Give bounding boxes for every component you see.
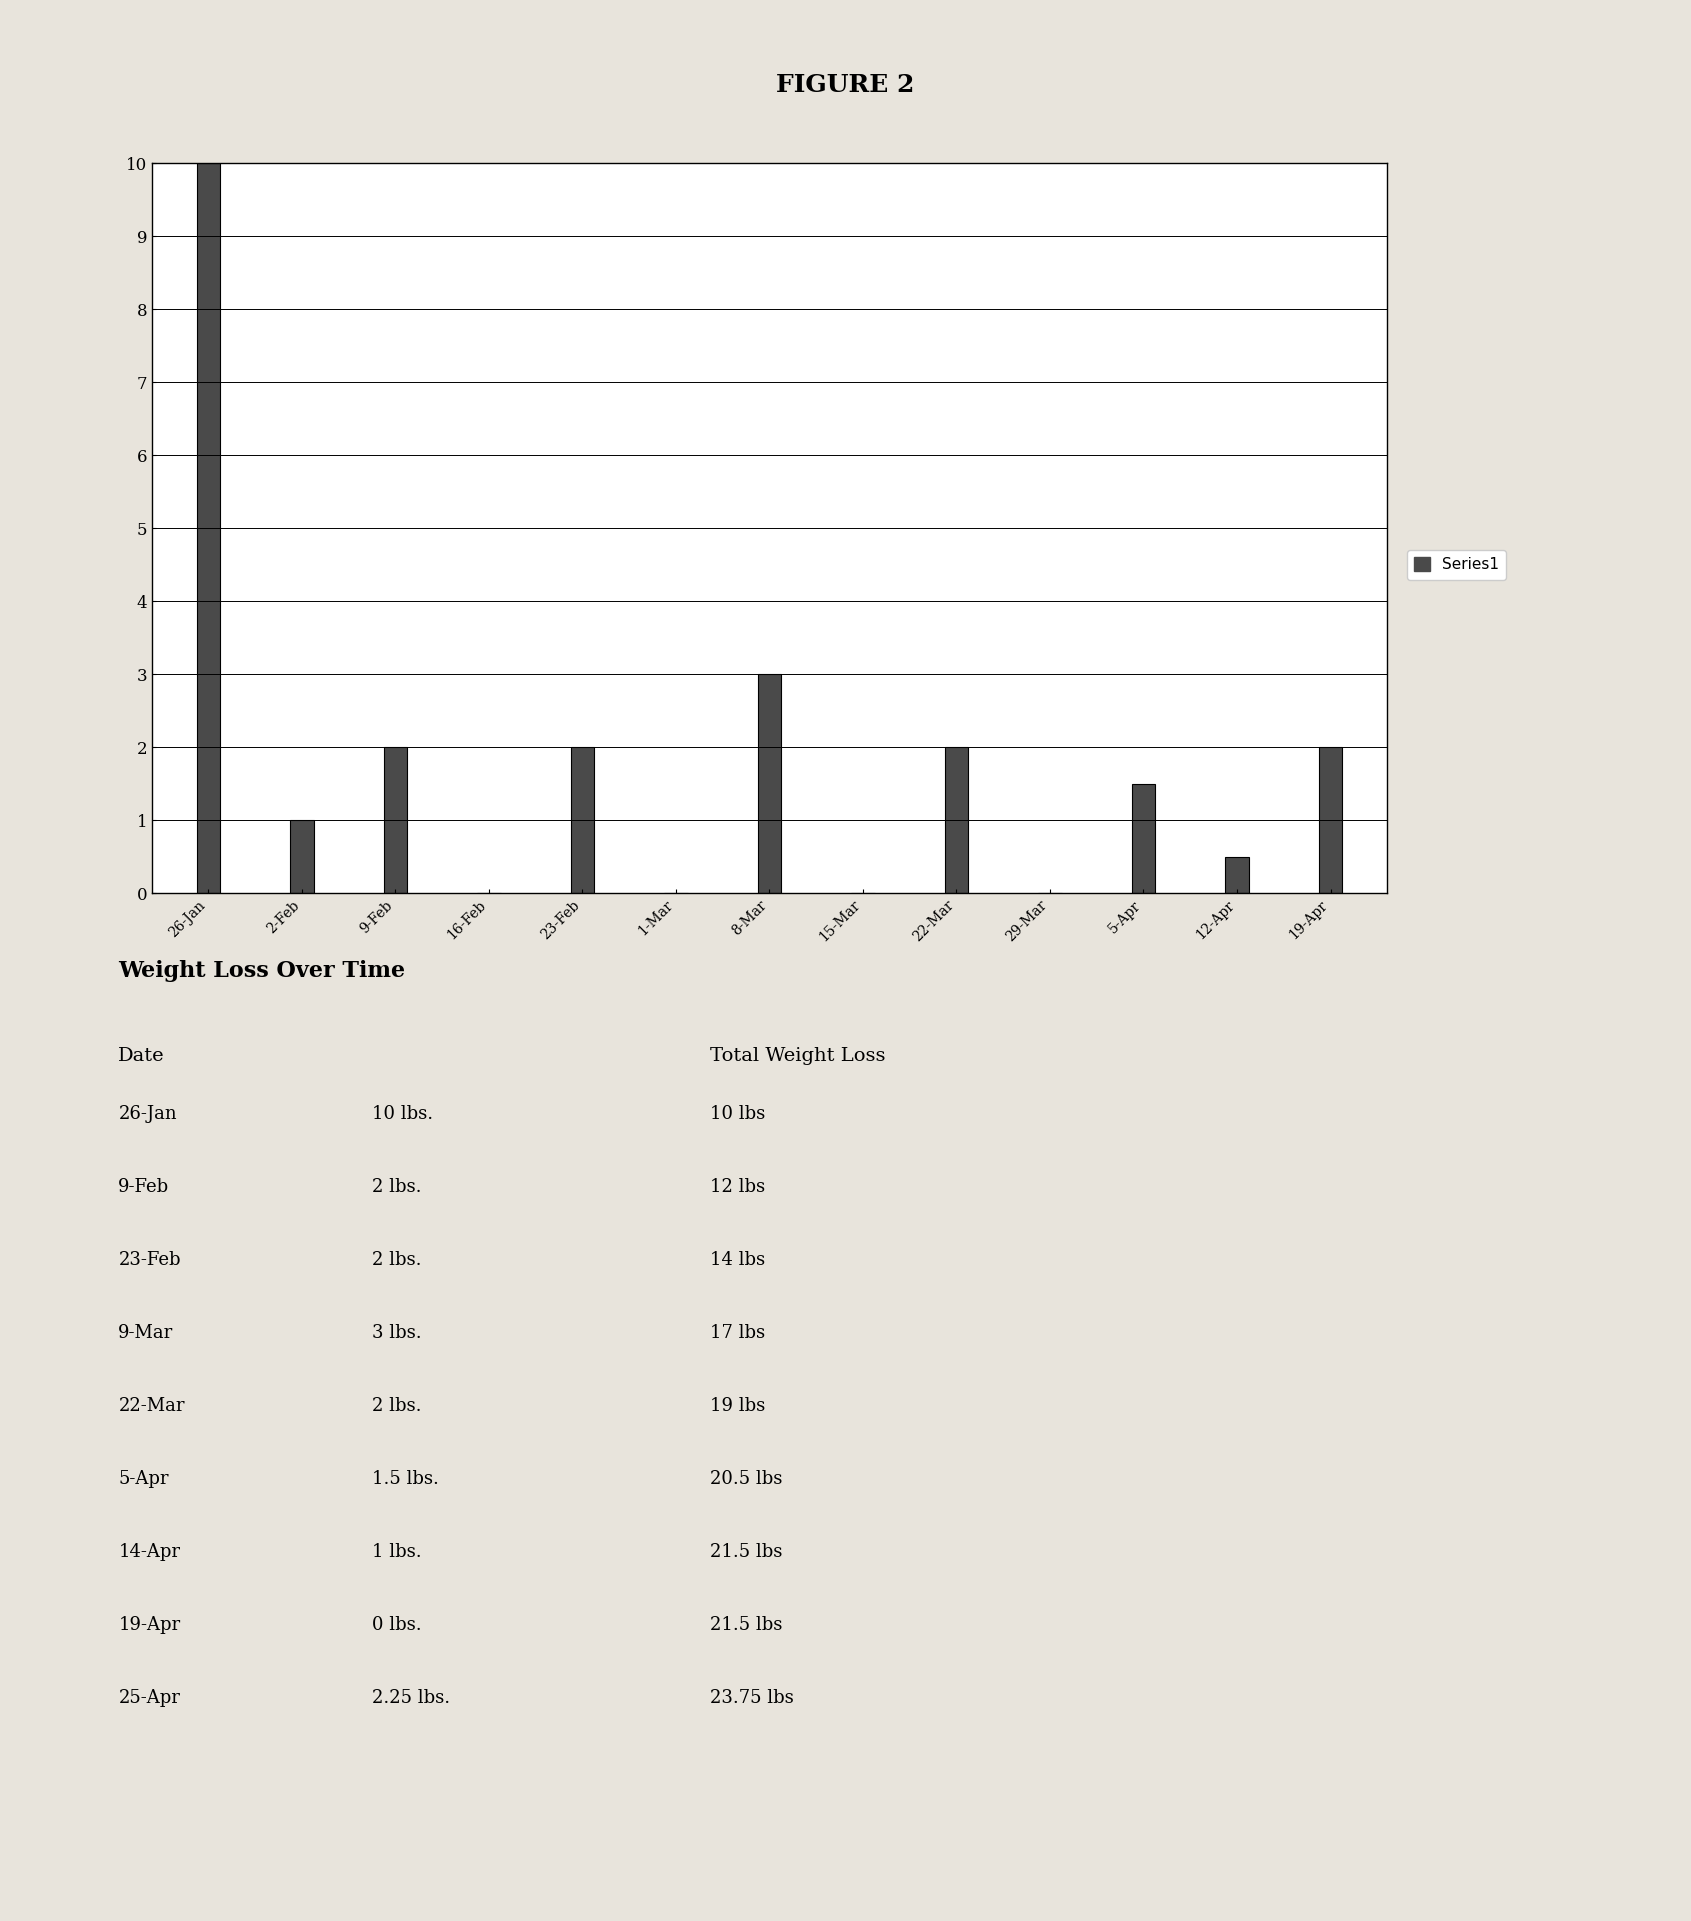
Text: 19 lbs: 19 lbs <box>710 1397 766 1414</box>
Text: 25-Apr: 25-Apr <box>118 1689 181 1706</box>
Text: 10 lbs: 10 lbs <box>710 1105 766 1122</box>
Text: Date: Date <box>118 1047 166 1064</box>
Text: 19-Apr: 19-Apr <box>118 1616 181 1633</box>
Bar <box>196 163 220 893</box>
Text: Weight Loss Over Time: Weight Loss Over Time <box>118 960 406 982</box>
Text: 21.5 lbs: 21.5 lbs <box>710 1616 783 1633</box>
Text: FIGURE 2: FIGURE 2 <box>776 73 915 96</box>
Text: 9-Feb: 9-Feb <box>118 1178 169 1195</box>
Bar <box>570 747 594 893</box>
Text: 14 lbs: 14 lbs <box>710 1251 766 1268</box>
Text: 3 lbs.: 3 lbs. <box>372 1324 421 1341</box>
Text: 21.5 lbs: 21.5 lbs <box>710 1543 783 1560</box>
Text: 22-Mar: 22-Mar <box>118 1397 184 1414</box>
Bar <box>758 674 781 893</box>
Text: 2.25 lbs.: 2.25 lbs. <box>372 1689 450 1706</box>
Bar <box>291 820 313 893</box>
Bar <box>384 747 408 893</box>
Text: 1 lbs.: 1 lbs. <box>372 1543 421 1560</box>
Text: 20.5 lbs: 20.5 lbs <box>710 1470 783 1487</box>
Text: 5-Apr: 5-Apr <box>118 1470 169 1487</box>
Bar <box>945 747 969 893</box>
Bar <box>1319 747 1343 893</box>
Text: 17 lbs: 17 lbs <box>710 1324 766 1341</box>
Text: 23.75 lbs: 23.75 lbs <box>710 1689 795 1706</box>
Text: 23-Feb: 23-Feb <box>118 1251 181 1268</box>
Text: 12 lbs: 12 lbs <box>710 1178 766 1195</box>
Text: 10 lbs.: 10 lbs. <box>372 1105 433 1122</box>
Text: 2 lbs.: 2 lbs. <box>372 1178 421 1195</box>
Text: Total Weight Loss: Total Weight Loss <box>710 1047 886 1064</box>
Text: 0 lbs.: 0 lbs. <box>372 1616 421 1633</box>
Bar <box>1131 784 1155 893</box>
Text: 26-Jan: 26-Jan <box>118 1105 178 1122</box>
Text: 2 lbs.: 2 lbs. <box>372 1397 421 1414</box>
Text: 2 lbs.: 2 lbs. <box>372 1251 421 1268</box>
Text: 9-Mar: 9-Mar <box>118 1324 174 1341</box>
Legend: Series1: Series1 <box>1407 549 1507 580</box>
Text: 1.5 lbs.: 1.5 lbs. <box>372 1470 440 1487</box>
Bar <box>1226 857 1248 893</box>
Text: 14-Apr: 14-Apr <box>118 1543 181 1560</box>
